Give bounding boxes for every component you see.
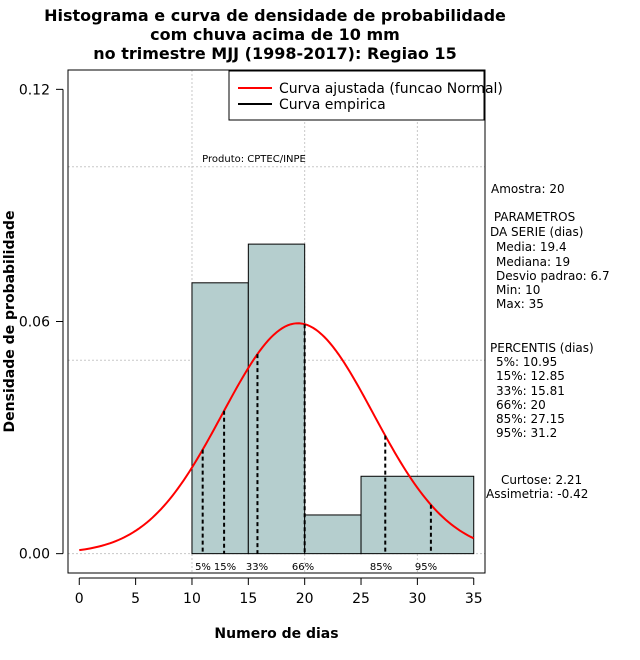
percentile-label-66: 66% (292, 562, 314, 573)
percentile-label-85: 85% (370, 562, 392, 573)
x-tick-label: 10 (183, 591, 201, 607)
params-subheader: DA SERIE (dias) (490, 225, 584, 239)
chart-title-line-2: com chuva acima de 10 mm (150, 25, 400, 44)
x-tick-label: 0 (75, 591, 84, 607)
chart-title-line-1: Histograma e curva de densidade de proba… (44, 6, 506, 25)
params-header: PARAMETROS (490, 210, 576, 224)
plot-border (67, 69, 486, 574)
x-tick-label: 15 (239, 591, 257, 607)
param-mean: Media: 19.4 (496, 240, 567, 254)
x-tick-label: 20 (296, 591, 314, 607)
y-axis-title: Densidade de probabilidade (2, 211, 18, 433)
percentile-33: 33%: 15.81 (496, 384, 565, 398)
skewness: Assimetria: -0.42 (486, 487, 589, 501)
sample-size: Amostra: 20 (491, 182, 565, 196)
x-tick-label: 35 (465, 591, 483, 607)
x-tick-label: 25 (352, 591, 370, 607)
param-max: Max: 35 (496, 297, 544, 311)
percentile-85: 85%: 27.15 (496, 412, 565, 426)
x-tick-label: 5 (131, 591, 140, 607)
product-annotation: Produto: CPTEC/INPE (202, 154, 306, 165)
percentile-label-5: 5% (195, 562, 211, 573)
chart-title-line-3: no trimestre MJJ (1998-2017): Regiao 15 (93, 44, 457, 63)
x-tick-label: 30 (408, 591, 426, 607)
percentile-95: 95%: 31.2 (496, 426, 558, 440)
histogram-bar-3 (304, 514, 362, 555)
x-axis-title: Numero de dias (214, 626, 338, 642)
kurtosis: Curtose: 2.21 (501, 473, 583, 487)
percentile-66: 66%: 20 (496, 398, 546, 412)
param-median: Mediana: 19 (496, 255, 571, 269)
param-stddev: Desvio padrao: 6.7 (496, 269, 610, 283)
percentile-label-33: 33% (246, 562, 268, 573)
percentile-label-95: 95% (415, 562, 437, 573)
legend-box (228, 70, 485, 121)
y-tick-label: 0.12 (19, 82, 50, 98)
legend-label-2: Curva empirica (279, 97, 386, 113)
y-tick-label: 0.00 (19, 547, 50, 563)
param-min: Min: 10 (496, 283, 541, 297)
percentile-15: 15%: 12.85 (496, 369, 565, 383)
percentile-5: 5%: 10.95 (496, 355, 558, 369)
percentiles-header: PERCENTIS (dias) (490, 341, 594, 355)
percentile-label-15: 15% (214, 562, 236, 573)
y-tick-label: 0.06 (19, 315, 50, 331)
normal-curve-line (79, 322, 475, 552)
legend-label-1: Curva ajustada (funcao Normal) (279, 81, 503, 97)
